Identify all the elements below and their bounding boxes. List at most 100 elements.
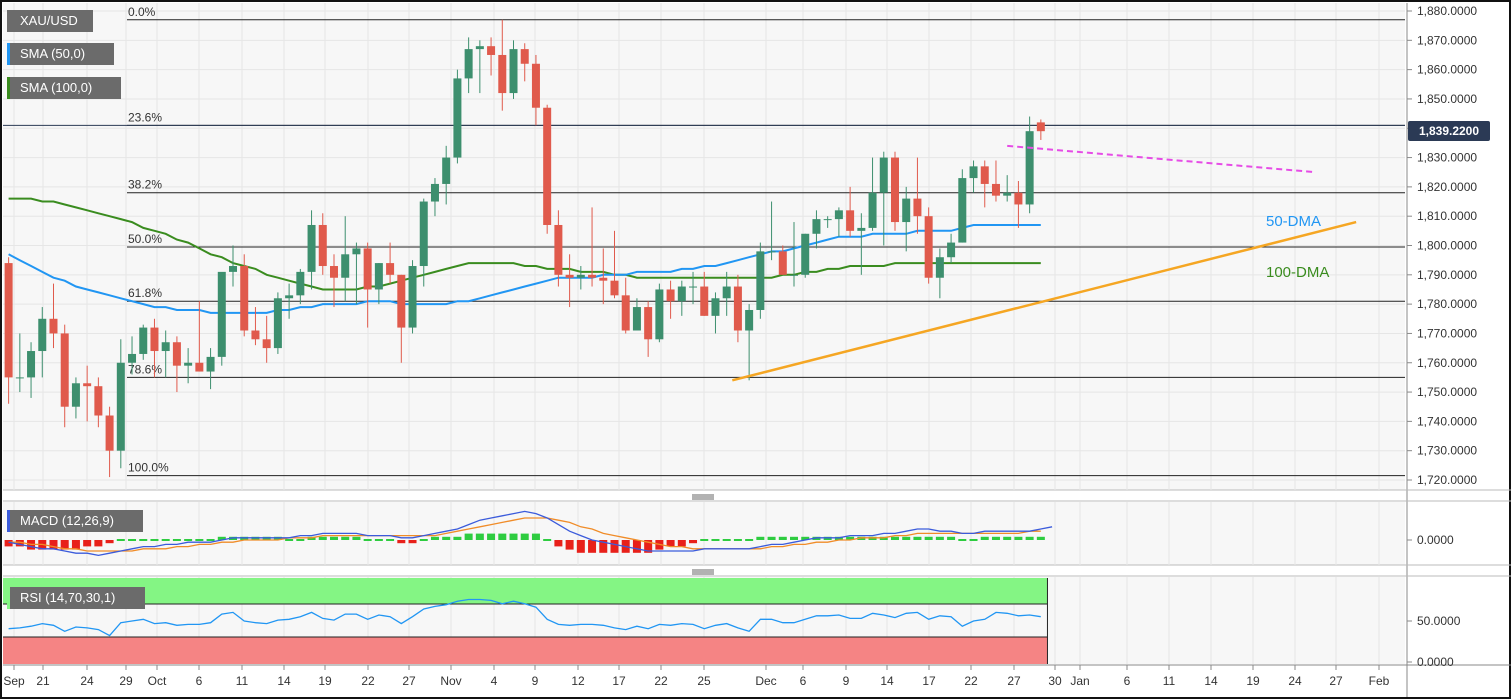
candle-body: [823, 219, 832, 221]
candle-body: [666, 289, 675, 302]
x-tick-label: Sep: [3, 674, 25, 688]
y-tick-label: 1,800.0000: [1417, 239, 1477, 253]
candle-body: [116, 362, 125, 451]
macd-hist-bar: [386, 539, 395, 541]
macd-hist-bar: [689, 540, 698, 544]
candle-body: [991, 183, 1000, 196]
macd-hist-bar: [711, 539, 720, 541]
candle-body: [150, 327, 159, 352]
macd-hist-bar: [475, 533, 484, 540]
macd-hist-bar: [890, 536, 899, 540]
rsi-legend[interactable]: RSI (14,70,30,1): [7, 587, 145, 609]
macd-hist-bar: [318, 536, 327, 540]
candle-body: [1003, 192, 1012, 196]
x-tick-label: Oct: [148, 674, 167, 688]
candle-body: [588, 274, 597, 278]
macd-hist-bar: [498, 533, 507, 540]
macd-hist-bar: [599, 540, 608, 553]
candle-body: [352, 248, 361, 255]
macd-hist-bar: [217, 536, 226, 540]
x-tick-label: 27: [402, 674, 416, 688]
macd-line: [8, 510, 1053, 557]
candle-body: [520, 49, 529, 64]
last-price-badge: 1,839.2200: [1408, 121, 1490, 141]
y-tick-label: 1,830.0000: [1417, 151, 1477, 165]
candle-body: [195, 362, 204, 372]
candle-body: [217, 271, 226, 357]
x-tick-label: Jan: [1070, 674, 1089, 688]
macd-hist-bar: [733, 539, 742, 541]
y-tick-label: 1,810.0000: [1417, 209, 1477, 223]
candle-body: [1036, 122, 1045, 132]
fib-label: 38.2%: [128, 178, 162, 192]
x-tick-label: 6: [1124, 674, 1131, 688]
macd-hist-bar: [408, 540, 417, 544]
candle-body: [610, 280, 619, 296]
x-tick-label: 25: [697, 674, 711, 688]
candle-body: [857, 227, 866, 231]
macd-hist-bar: [4, 540, 13, 547]
macd-hist-bar: [913, 536, 922, 540]
symbol-label[interactable]: XAU/USD: [7, 10, 93, 32]
macd-legend[interactable]: MACD (12,26,9): [7, 510, 143, 532]
candle-body: [453, 78, 462, 158]
candle-body: [531, 63, 540, 108]
candle-body: [71, 383, 80, 407]
y-tick-label: 1,770.0000: [1417, 326, 1477, 340]
sma50-legend[interactable]: SMA (50,0): [7, 43, 114, 65]
candle-body: [834, 210, 843, 220]
macd-hist-bar: [902, 536, 911, 540]
candle-body: [397, 274, 406, 328]
macd-hist-bar: [150, 539, 159, 541]
fib-label: 0.0%: [128, 5, 156, 19]
candle-body: [868, 192, 877, 228]
candle-body: [902, 198, 911, 223]
macd-hist-bar: [352, 536, 361, 540]
macd-hist-bar: [588, 540, 597, 553]
macd-hist-bar: [329, 536, 338, 540]
candle-body: [632, 307, 641, 331]
candle-body: [329, 266, 338, 278]
macd-hist-bar: [172, 539, 181, 541]
x-tick-label: 11: [236, 674, 249, 688]
candle-body: [801, 233, 810, 275]
macd-hist-bar: [442, 536, 451, 540]
candle-body: [913, 198, 922, 217]
x-tick-label: 21: [36, 674, 50, 688]
candle-body: [1014, 192, 1023, 205]
candle-body: [756, 251, 765, 310]
candle-body: [554, 224, 563, 275]
x-tick-label: 19: [318, 674, 332, 688]
macd-hist-bar: [206, 539, 215, 541]
candle-body: [846, 210, 855, 231]
sma100-legend[interactable]: SMA (100,0): [7, 77, 121, 99]
rsi-y-tick-label: 50.0000: [1417, 614, 1461, 628]
candle-body: [419, 201, 428, 267]
candle-body: [442, 157, 451, 184]
candle-body: [1025, 131, 1034, 205]
x-tick-label: 12: [571, 674, 585, 688]
macd-hist-bar: [576, 540, 585, 553]
macd-hist-bar: [778, 536, 787, 540]
y-tick-label: 1,820.0000: [1417, 180, 1477, 194]
macd-hist-bar: [700, 539, 709, 541]
macd-hist-bar: [430, 536, 439, 540]
candle-body: [778, 251, 787, 275]
y-tick-label: 1,720.0000: [1417, 473, 1477, 487]
macd-hist-bar: [1036, 536, 1045, 540]
candle-body: [262, 339, 271, 349]
x-tick-label: 24: [1288, 674, 1302, 688]
macd-hist-bar: [83, 540, 92, 547]
candle-body: [4, 263, 13, 378]
macd-hist-bar: [767, 536, 776, 540]
candle-body: [711, 298, 720, 316]
macd-hist-bar: [285, 539, 294, 541]
macd-hist-bar: [509, 533, 518, 540]
macd-hist-bar: [846, 536, 855, 540]
sma100-line: [8, 197, 1041, 291]
candle-body: [251, 330, 260, 340]
macd-hist-bar: [195, 539, 204, 541]
x-tick-label: 22: [964, 674, 978, 688]
candle-body: [621, 295, 630, 331]
